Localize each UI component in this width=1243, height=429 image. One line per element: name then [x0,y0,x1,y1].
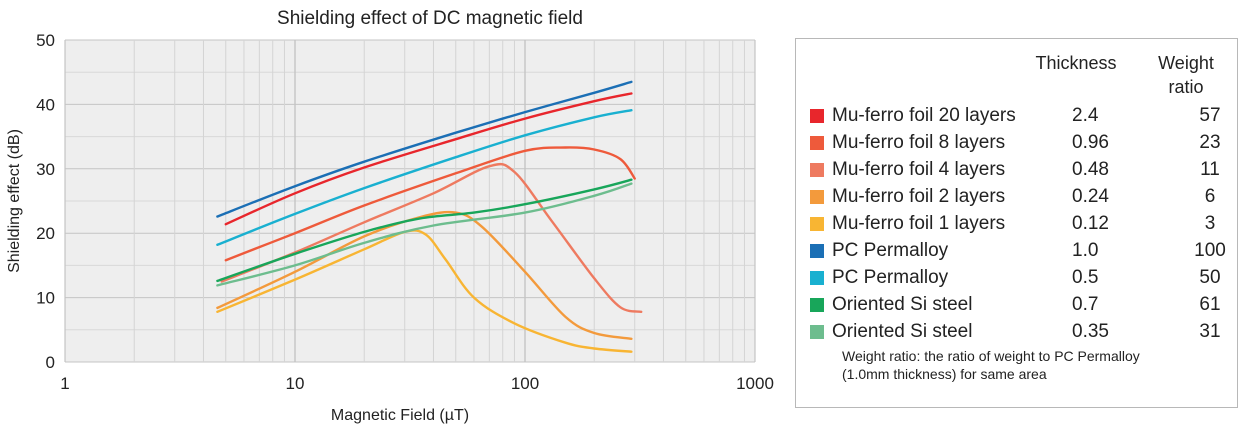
legend-swatch [810,190,824,204]
legend-note: Weight ratio: the ratio of weight to PC … [842,347,1222,383]
legend-swatch [810,163,824,177]
legend-row: Oriented Si steel 0.35 31 [810,319,1230,346]
x-tick-label: 100 [511,374,539,393]
series-line [216,178,633,283]
legend-thickness-value: 0.24 [1072,186,1109,207]
legend-thickness-value: 0.96 [1072,132,1109,153]
legend-row: Mu-ferro foil 4 layers 0.48 11 [810,157,1230,184]
legend-weight-ratio-value: 57 [1199,105,1221,126]
legend-series-name: Oriented Si steel [832,321,973,342]
y-axis-label: Shielding effect (dB) [6,129,23,273]
x-axis-label: Magnetic Field (µT) [331,407,469,424]
y-tick-label: 10 [36,289,55,308]
legend-series-name: Oriented Si steel [832,294,973,315]
legend-swatch [810,298,824,312]
grid-layer [64,39,756,363]
legend-row: Mu-ferro foil 20 layers 2.4 57 [810,103,1230,130]
legend-swatch [810,136,824,150]
tick-layer: 1 10 100 1000 0 10 20 30 40 50 [36,31,774,393]
legend-thickness-value: 1.0 [1072,240,1099,261]
chart-svg: 1 10 100 1000 0 10 20 30 40 50 Shielding effect o… [6,8,774,424]
legend-row: PC Permalloy 1.0 100 [810,238,1230,265]
series-line [216,229,633,353]
legend-note-line-2: (1.0mm thickness) for same area [842,366,1047,382]
legend-header-weight: Weight [1158,53,1214,73]
legend-weight-ratio-value: 11 [1200,159,1220,180]
y-tick-label: 40 [36,95,55,114]
legend-note-line-1: Weight ratio: the ratio of weight to PC … [842,348,1140,364]
legend-thickness-value: 0.35 [1072,321,1109,342]
legend-panel: Thickness Weight ratio Mu-ferro foil 20 … [795,38,1238,408]
legend-swatch [810,325,824,339]
legend-row: Mu-ferro foil 1 layers 0.12 3 [810,211,1230,238]
legend-weight-ratio-value: 3 [1204,213,1216,234]
legend-swatch [810,244,824,258]
legend-swatch [810,271,824,285]
y-tick-label: 50 [36,31,55,50]
series-layer [216,80,643,353]
legend-weight-ratio-value: 50 [1199,267,1221,288]
legend-header-thickness: Thickness [1035,53,1117,73]
legend-weight-ratio-value: 31 [1199,321,1221,342]
legend-thickness-value: 0.5 [1072,267,1099,288]
legend-thickness-value: 0.7 [1072,294,1099,315]
legend-series-name: Mu-ferro foil 2 layers [832,186,1006,207]
series-line [216,109,633,246]
legend-swatch [810,217,824,231]
legend-weight-ratio-value: 6 [1204,186,1216,207]
legend-row: Mu-ferro foil 8 layers 0.96 23 [810,130,1230,157]
y-tick-label: 30 [36,160,55,179]
series-line [220,162,643,313]
legend-header-ratio: ratio [1168,77,1204,97]
legend-thickness-value: 2.4 [1072,105,1099,126]
x-tick-label: 1 [60,374,69,393]
legend-series-name: PC Permalloy [832,267,949,288]
legend-thickness-value: 0.12 [1072,213,1109,234]
series-line [216,182,633,287]
legend-series-name: Mu-ferro foil 4 layers [832,159,1006,180]
chart-title: Shielding effect of DC magnetic field [277,8,583,29]
legend-row: Mu-ferro foil 2 layers 0.24 6 [810,184,1230,211]
legend-weight-ratio-value: 23 [1199,132,1221,153]
x-tick-label: 1000 [736,374,774,393]
series-line [224,92,633,226]
legend-series-name: Mu-ferro foil 8 layers [832,132,1006,153]
series-line [216,80,633,218]
x-tick-label: 10 [286,374,305,393]
y-tick-label: 0 [46,353,55,372]
series-line [224,146,636,262]
legend-weight-ratio-value: 100 [1194,240,1226,261]
y-tick-label: 20 [36,224,55,243]
legend-series-name: Mu-ferro foil 20 layers [832,105,1016,126]
legend-row: Oriented Si steel 0.7 61 [810,292,1230,319]
legend-series-name: PC Permalloy [832,240,949,261]
chart: 1 10 100 1000 0 10 20 30 40 50 Shielding effect o… [6,8,774,424]
legend-row: PC Permalloy 0.5 50 [810,265,1230,292]
legend-weight-ratio-value: 61 [1199,294,1221,315]
legend-series-name: Mu-ferro foil 1 layers [832,213,1006,234]
legend-thickness-value: 0.48 [1072,159,1109,180]
legend-swatch [810,109,824,123]
